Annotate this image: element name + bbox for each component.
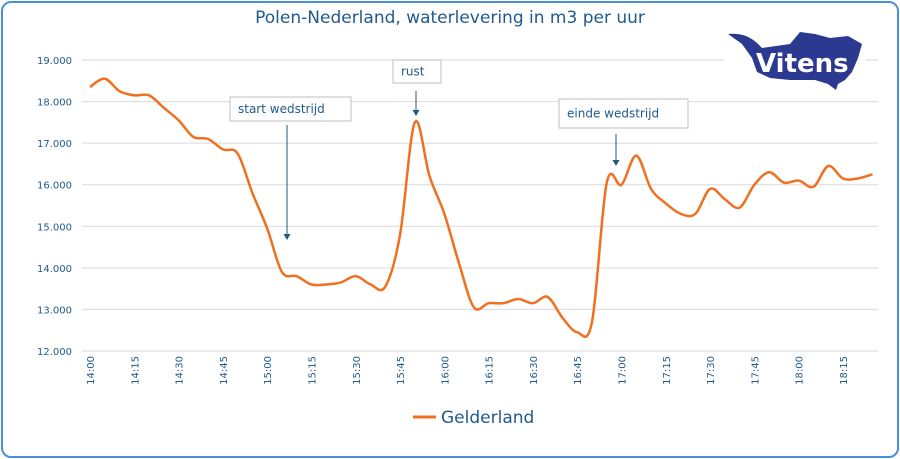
x-tick-label: 16:00	[440, 356, 451, 385]
y-tick-label: 16.000	[37, 181, 72, 192]
x-tick-label: 14:00	[86, 356, 97, 385]
y-tick-label: 14.000	[37, 264, 72, 275]
arrow-head-icon	[412, 110, 420, 116]
y-tick-label: 13.000	[37, 305, 72, 316]
x-tick-label: 16:15	[485, 356, 496, 385]
x-tick-label: 18:15	[839, 356, 850, 385]
y-tick-label: 12.000	[37, 347, 72, 358]
x-tick-label: 17:30	[706, 356, 717, 385]
x-tick-label: 16:45	[573, 356, 584, 385]
series-line-gelderland	[89, 77, 873, 338]
x-tick-label: 14:15	[130, 356, 141, 385]
arrow-head-icon	[612, 160, 620, 166]
y-tick-label: 15.000	[37, 222, 72, 233]
x-tick-label: 14:30	[175, 356, 186, 385]
x-tick-label: 16:30	[529, 356, 540, 385]
annotation-box	[558, 98, 689, 129]
logo-text: Vitens	[756, 49, 849, 79]
legend-label: Gelderland	[441, 408, 534, 428]
x-tick-label: 15:30	[352, 356, 363, 385]
y-tick-label: 17.000	[37, 139, 72, 150]
x-tick-label: 15:00	[263, 356, 274, 385]
x-tick-label: 17:45	[750, 356, 761, 385]
annotation-label: start wedstrijd	[238, 102, 325, 116]
y-tick-label: 19.000	[37, 56, 72, 67]
x-tick-label: 17:00	[618, 356, 629, 385]
annotation-label: rust	[401, 65, 425, 79]
vitens-logo-icon	[728, 32, 862, 90]
arrow-head-icon	[283, 234, 291, 240]
x-tick-label: 18:00	[795, 356, 806, 385]
annotation-box	[392, 59, 442, 84]
y-tick-label: 18.000	[37, 98, 72, 109]
chart-title: Polen-Nederland, waterlevering in m3 per…	[255, 8, 645, 28]
x-tick-label: 15:15	[307, 356, 318, 385]
annotation-box	[229, 96, 352, 122]
annotation-label: einde wedstrijd	[567, 107, 659, 121]
x-tick-label: 14:45	[219, 356, 230, 385]
x-tick-label: 15:45	[396, 356, 407, 385]
x-tick-label: 17:15	[662, 356, 673, 385]
